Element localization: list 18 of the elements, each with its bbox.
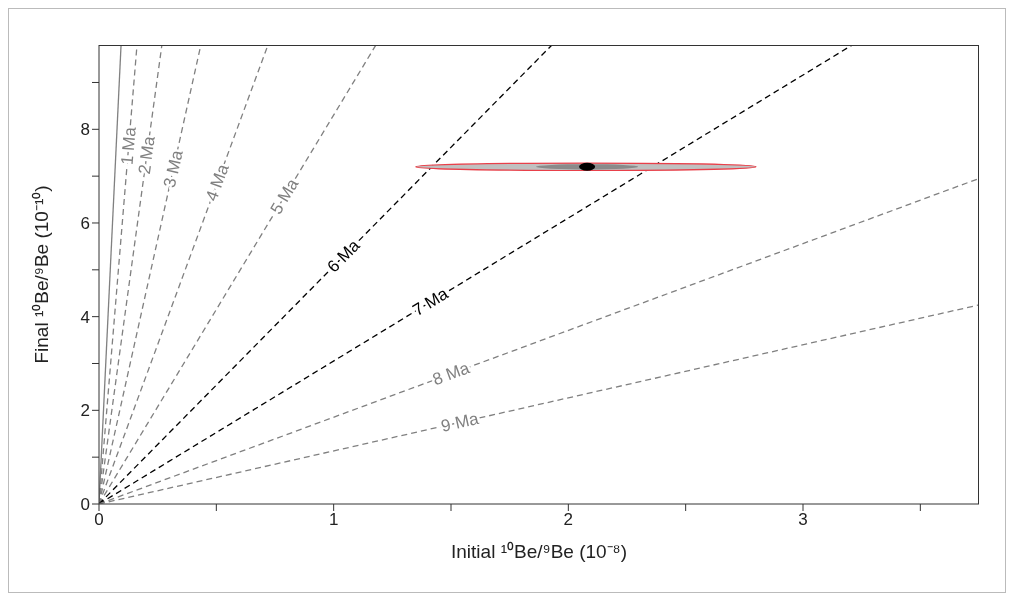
y-axis-title: Final ¹⁰Be/⁹Be (10⁻¹⁰)	[30, 185, 52, 364]
x-tick-label: 0	[94, 510, 104, 530]
y-tick-label: 6	[80, 214, 90, 234]
text: 5 Ma	[266, 174, 303, 218]
x-tick-label: 1	[328, 510, 339, 530]
y-tick-label: 0	[80, 495, 90, 515]
x-axis-title: Initial ¹⁰Be/⁹Be (10⁻⁸)	[451, 541, 627, 562]
x-tick-label: 3	[798, 510, 808, 530]
y-tick-label: 4	[80, 307, 90, 327]
text: 9 Ma	[439, 408, 481, 436]
text: 3 Ma	[159, 147, 187, 190]
y-tick-label: 2	[80, 401, 90, 421]
x-tick-label: 2	[563, 510, 574, 530]
text: 8 Ma	[429, 358, 473, 390]
y-tick-label: 8	[80, 120, 90, 140]
text: 6 Ma	[323, 235, 364, 277]
text: 4 Ma	[201, 161, 233, 204]
text: 7 Ma	[409, 283, 452, 320]
